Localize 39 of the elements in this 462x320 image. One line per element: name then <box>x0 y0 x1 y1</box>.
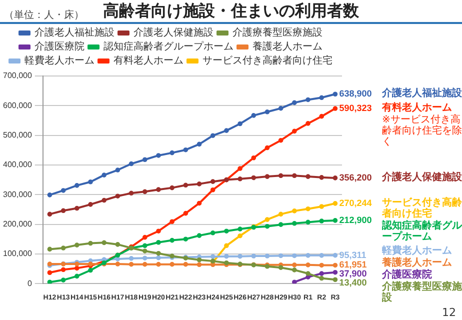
text: 養護老人ホーム <box>382 258 452 269</box>
text: 介護老人保健施設 <box>382 172 462 184</box>
y-tick-label: 600,000 <box>2 100 32 110</box>
data-label: 61,951 <box>339 260 367 270</box>
y-tick-label: 400,000 <box>2 160 32 170</box>
legend-label: 介護療養型医療施設 <box>232 26 322 39</box>
text: 12 <box>442 306 456 319</box>
text: 介護老人福祉施設 <box>382 88 462 100</box>
text: 介護医療院 <box>382 270 432 281</box>
legend-label: 介護医療院 <box>34 40 84 53</box>
text: サービス付き高齢者向け住宅 <box>382 198 462 220</box>
legend-label: 有料老人ホーム <box>114 54 184 67</box>
y-tick-label: 0 <box>27 278 32 288</box>
data-label: 95,311 <box>339 250 366 260</box>
data-label: 212,900 <box>339 214 372 225</box>
legend-label: 養護老人ホーム <box>252 40 322 53</box>
legend-label: 認知症高齢者グループホーム <box>104 40 234 53</box>
legend-label: 介護老人保健施設 <box>134 26 214 39</box>
data-label: 356,200 <box>339 172 372 182</box>
data-label: 270,244 <box>339 198 372 208</box>
text: （単位：人・床） <box>4 8 84 22</box>
data-label: 638,900 <box>339 88 372 99</box>
y-tick-label: 300,000 <box>2 190 32 199</box>
text: 介護療養型医療施設 <box>382 282 462 304</box>
data-label: 13,400 <box>339 278 367 288</box>
legend-label: 介護老人福祉施設 <box>34 26 114 39</box>
data-label: 590,323 <box>339 103 372 114</box>
text: ※サービス付き高齢者向け住宅を除く <box>382 114 462 148</box>
legend-label: 軽費老人ホーム <box>24 54 94 67</box>
text: 認知症高齢者グループホーム <box>382 220 462 243</box>
text: 軽費老人ホーム <box>382 246 452 257</box>
y-tick-label: 200,000 <box>2 219 32 228</box>
y-tick-label: 700,000 <box>2 71 32 80</box>
text: 有料老人ホーム <box>382 102 452 114</box>
y-tick-label: 500,000 <box>2 130 32 140</box>
y-tick-label: 100,000 <box>2 249 32 258</box>
legend-label: サービス付き高齢者向け住宅 <box>202 54 332 67</box>
chart-title: 高齢者向け施設・住まいの利用者数 <box>103 1 359 20</box>
data-label: 37,900 <box>339 268 367 279</box>
